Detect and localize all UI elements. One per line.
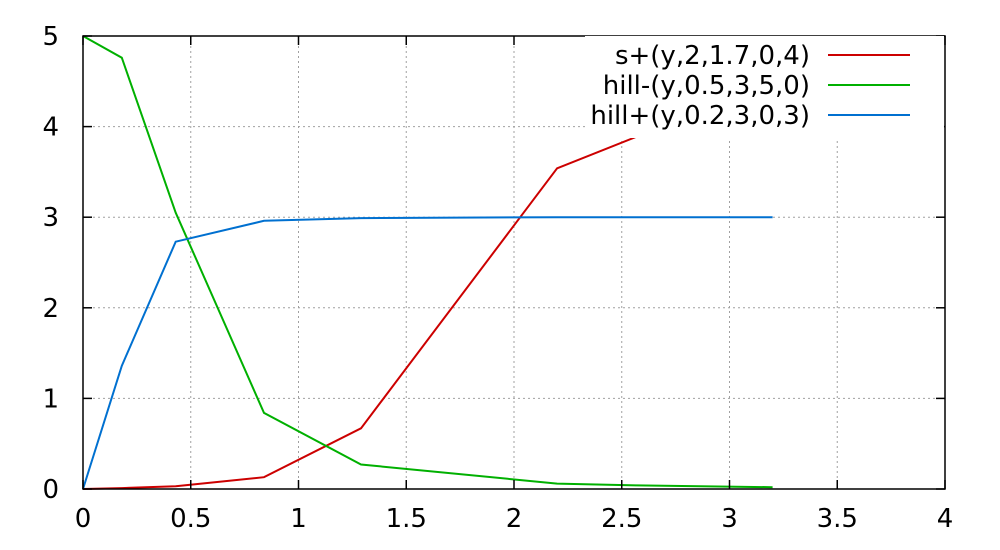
legend: s+(y,2,1.7,0,4)hill-(y,0.5,3,5,0)hill+(y… [585, 36, 944, 138]
x-tick-label: 0.5 [170, 504, 211, 534]
x-tick-label: 1 [290, 504, 307, 534]
y-tick-label: 5 [42, 22, 59, 52]
y-tick-label: 4 [42, 113, 59, 143]
x-tick-label: 2.5 [601, 504, 642, 534]
y-tick-label: 3 [42, 203, 59, 233]
series-line-3 [82, 216, 773, 490]
y-tick-label: 2 [42, 294, 59, 324]
x-tick-label: 0 [75, 504, 92, 534]
x-axis-tick-labels: 0 0.5 1 1.5 2 2.5 3 3.5 4 [75, 504, 954, 534]
legend-label: hill+(y,0.2,3,0,3) [590, 101, 810, 131]
x-tick-label: 3.5 [817, 504, 858, 534]
legend-background [585, 36, 944, 138]
x-tick-label: 1.5 [386, 504, 427, 534]
legend-label: hill-(y,0.5,3,5,0) [603, 71, 810, 101]
x-tick-label: 2 [506, 504, 523, 534]
y-tick-label: 0 [42, 475, 59, 505]
legend-label: s+(y,2,1.7,0,4) [615, 41, 810, 71]
y-tick-label: 1 [42, 384, 59, 414]
series-line-2 [82, 35, 773, 489]
series-line-1 [82, 125, 773, 490]
x-tick-label: 3 [721, 504, 738, 534]
y-axis-tick-labels: 0 1 2 3 4 5 [42, 22, 59, 505]
series-lines [82, 35, 773, 490]
x-tick-label: 4 [937, 504, 954, 534]
